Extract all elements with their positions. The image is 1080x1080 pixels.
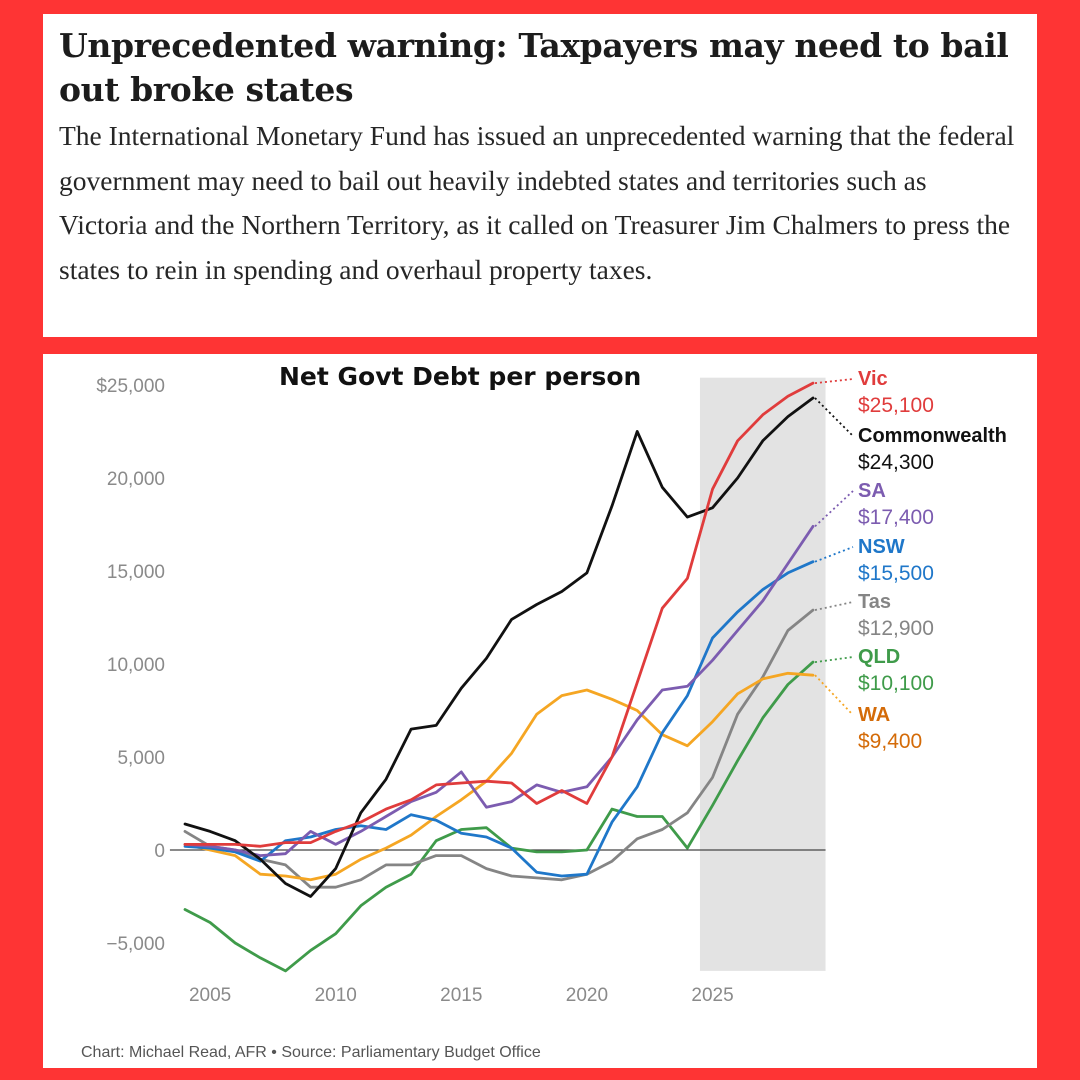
y-tick-label: −5,000 [106,934,165,955]
y-axis: $25,000 20,000 15,000 10,000 5,000 0 −5,000 [96,376,165,955]
series-line-wa [183,671,815,882]
series-line-sa [183,524,815,858]
series-value-sa: $17,400 [858,506,934,529]
series-value-vic: $25,100 [858,394,934,417]
line-chart: $25,000 20,000 15,000 10,000 5,000 0 −5,000 20… [81,362,1007,1061]
series-label-tas: Tas [858,591,891,613]
end-labels: Vic $25,100 Commonwealth $24,300 SA $17,400 NS… [814,368,1007,753]
series-layer [183,381,815,973]
series-label-wa: WA [858,704,890,726]
series-label-qld: QLD [858,646,900,668]
x-tick-label: 2005 [189,985,231,1006]
leader-sa [814,490,854,528]
x-tick-label: 2010 [315,985,357,1006]
leader-nsw [814,546,854,563]
leader-wa [814,674,854,716]
standfirst: The International Monetary Fund has issu… [59,120,1015,285]
x-tick-label: 2020 [566,985,608,1006]
chart-source: Chart: Michael Read, AFR • Source: Parli… [81,1044,541,1061]
chart-title: Net Govt Debt per person [279,362,641,391]
y-tick-label: 5,000 [117,748,165,769]
article-card: Unprecedented warning: Taxpayers may nee… [43,14,1037,337]
series-line-commonwealth [183,396,815,898]
series-value-wa: $9,400 [858,730,922,753]
headline: Unprecedented warning: Taxpayers may nee… [59,26,1009,109]
series-value-qld: $10,100 [858,672,934,695]
x-axis: 2005 2010 2015 2020 2025 [189,985,734,1006]
series-value-nsw: $15,500 [858,562,934,585]
y-tick-label: 10,000 [107,655,165,676]
series-label-sa: SA [858,480,886,502]
x-tick-label: 2025 [691,985,733,1006]
series-label-nsw: NSW [858,536,905,558]
series-value-commonwealth: $24,300 [858,451,934,474]
series-line-qld [183,660,815,973]
leader-vic [814,378,854,385]
leader-qld [814,656,854,664]
series-line-nsw [183,560,815,878]
series-line-vic [183,381,815,848]
y-tick-label: 20,000 [107,469,165,490]
leader-tas [814,601,854,611]
y-tick-label: $25,000 [96,376,165,397]
x-tick-label: 2015 [440,985,482,1006]
y-tick-label: 15,000 [107,562,165,583]
leader-commonwealth [814,397,854,437]
series-label-vic: Vic [858,368,888,390]
y-tick-label: 0 [154,841,165,862]
series-value-tas: $12,900 [858,617,934,640]
series-line-tas [183,608,815,889]
series-label-commonwealth: Commonwealth [858,425,1007,447]
chart-card: $25,000 20,000 15,000 10,000 5,000 0 −5,000 20… [43,354,1037,1068]
